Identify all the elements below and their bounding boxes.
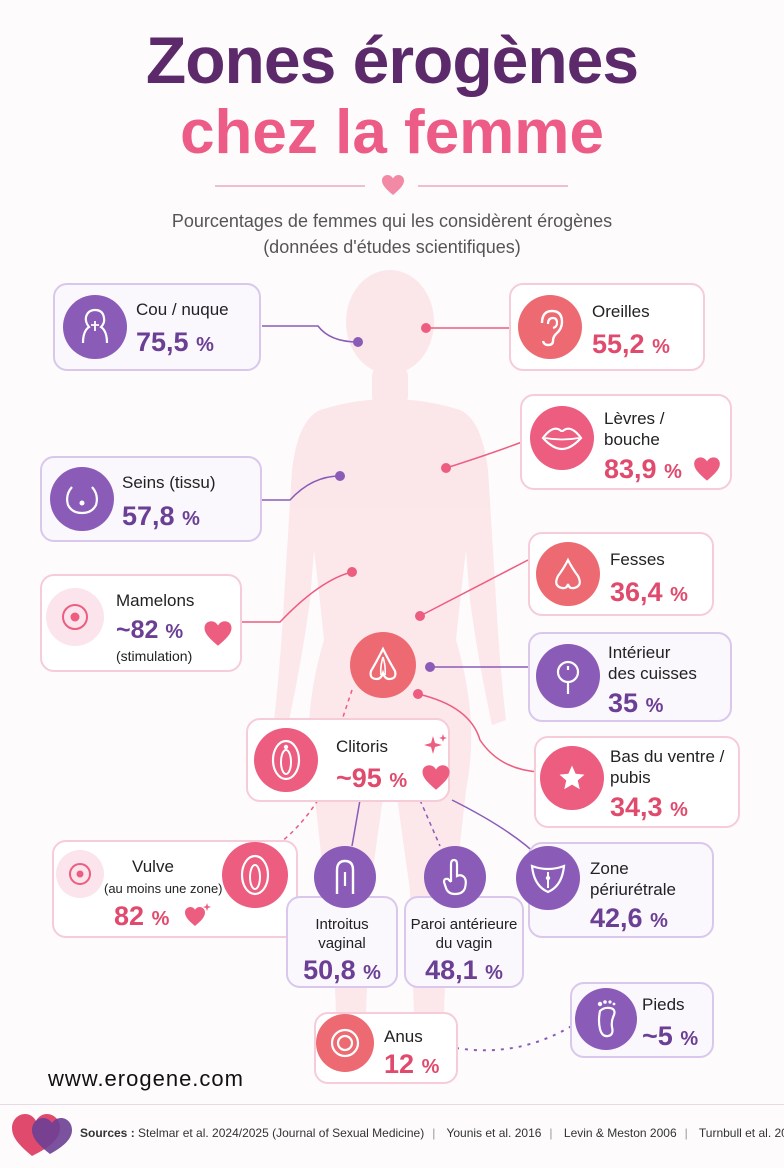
heart-icon (204, 621, 232, 646)
label-clitoris: Clitoris (336, 737, 388, 756)
value-levres: 83,9 % (604, 454, 682, 484)
target-small-icon (69, 863, 91, 885)
label-oreilles: Oreilles (592, 302, 650, 321)
heart-icon (382, 175, 404, 195)
label-periuretrale-2: périurétrale (590, 880, 676, 899)
target-icon (330, 1028, 360, 1058)
finger-icon-circle (424, 846, 486, 908)
star-icon-circle (540, 746, 604, 810)
label-cuisses-2: des cuisses (608, 664, 697, 683)
source-item: Turnbull et al. 2013 (698, 1126, 784, 1140)
nipple-icon (62, 604, 88, 630)
value-anus: 12 % (384, 1049, 440, 1079)
clitoris-icon (271, 739, 301, 781)
thigh-icon (556, 660, 580, 694)
label-introitus-2: vaginal (318, 935, 366, 952)
card-paroi (404, 896, 524, 988)
finger-icon (442, 858, 467, 896)
label-cuisses-1: Intérieur (608, 643, 671, 662)
subtitle: Pourcentages de femmes qui les considère… (0, 208, 784, 260)
value-seins: 57,8 % (122, 501, 200, 531)
thigh-icon-circle (536, 644, 600, 708)
title-line-1: Zones érogènes (145, 23, 639, 97)
label-ventre-2: pubis (610, 768, 651, 787)
star-icon (559, 765, 585, 790)
periurethral-icon-circle (516, 846, 580, 910)
label-vulve: Vulve (132, 857, 174, 876)
divider-left (215, 185, 365, 187)
heart-sparkle-icon (185, 903, 211, 926)
head-icon (81, 308, 109, 344)
nipple-icon-circle (46, 588, 104, 646)
website-url: www.erogene.com (48, 1066, 244, 1091)
foot-icon (597, 1000, 616, 1038)
label-ventre-1: Bas du ventre / (610, 747, 725, 766)
value-pieds: ~5 % (642, 1021, 699, 1051)
label-levres-2: bouche (604, 430, 660, 449)
title-line-2: chez la femme (180, 98, 604, 167)
label-levres-1: Lèvres / (604, 409, 665, 428)
label-cou: Cou / nuque (136, 300, 229, 319)
vulva-icon (240, 854, 270, 896)
footer-divider (0, 1104, 784, 1105)
target-icon-circle (316, 1014, 374, 1072)
note-mamelons: (stimulation) (116, 648, 193, 664)
value-paroi: 48,1 % (425, 955, 503, 985)
value-clitoris: ~95 % (336, 763, 408, 793)
label-mamelons: Mamelons (116, 591, 195, 610)
breast-icon (66, 486, 98, 515)
introitus-icon (335, 859, 355, 894)
logo-hearts-icon (12, 1114, 72, 1156)
introitus-icon-circle (314, 846, 376, 908)
sources-prefix: Sources : (80, 1126, 135, 1140)
label-introitus-1: Introitus (315, 916, 369, 933)
value-fesses: 36,4 % (610, 577, 688, 607)
divider-right (418, 185, 568, 187)
value-cuisses: 35 % (608, 688, 664, 718)
note-vulve: (au moins une zone) (104, 881, 223, 896)
heart-icon (422, 765, 450, 790)
periurethral-icon (530, 864, 566, 894)
label-paroi-1: Paroi antérieure (410, 916, 518, 933)
value-ventre: 34,3 % (610, 792, 688, 822)
value-cou: 75,5 % (136, 327, 214, 357)
target-small-icon-circle (56, 850, 104, 898)
buttocks-icon (555, 557, 581, 590)
value-mamelons: ~82 % (116, 616, 184, 644)
label-pieds: Pieds (642, 995, 685, 1014)
source-item: Levin & Meston 2006 (563, 1126, 677, 1140)
source-item: Younis et al. 2016 (446, 1126, 542, 1140)
card-introitus (286, 896, 398, 988)
label-anus: Anus (384, 1027, 423, 1046)
ear-icon (540, 309, 564, 347)
label-fesses: Fesses (610, 550, 665, 569)
buttocks-icon-circle (536, 542, 600, 606)
label-paroi-2: du vagin (435, 935, 493, 952)
value-introitus: 50,8 % (303, 955, 381, 985)
label-periuretrale-1: Zone (590, 859, 629, 878)
lips-icon-circle (530, 406, 594, 470)
label-seins: Seins (tissu) (122, 473, 216, 492)
clitoris-icon-circle (254, 728, 318, 792)
sources-footer: Sources : Stelmar et al. 2024/2025 (Jour… (80, 1126, 784, 1140)
sparkle-icon (424, 734, 447, 754)
head-icon-circle (63, 295, 127, 359)
value-oreilles: 55,2 % (592, 329, 670, 359)
heart-icon (694, 457, 720, 481)
foot-icon-circle (575, 988, 637, 1050)
vulva-icon-circle (222, 842, 288, 908)
subtitle-line-2: (données d'études scientifiques) (263, 237, 521, 257)
vulva-center-icon-circle (350, 632, 416, 698)
value-periuretrale: 42,6 % (590, 903, 668, 933)
value-vulve: 82 % (114, 901, 170, 931)
vulva-center-icon (369, 646, 397, 681)
ear-icon-circle (518, 295, 582, 359)
breast-icon-circle (50, 467, 114, 531)
lips-icon (541, 427, 583, 451)
source-item: Stelmar et al. 2024/2025 (Journal of Sex… (138, 1126, 425, 1140)
subtitle-line-1: Pourcentages de femmes qui les considère… (171, 211, 613, 231)
